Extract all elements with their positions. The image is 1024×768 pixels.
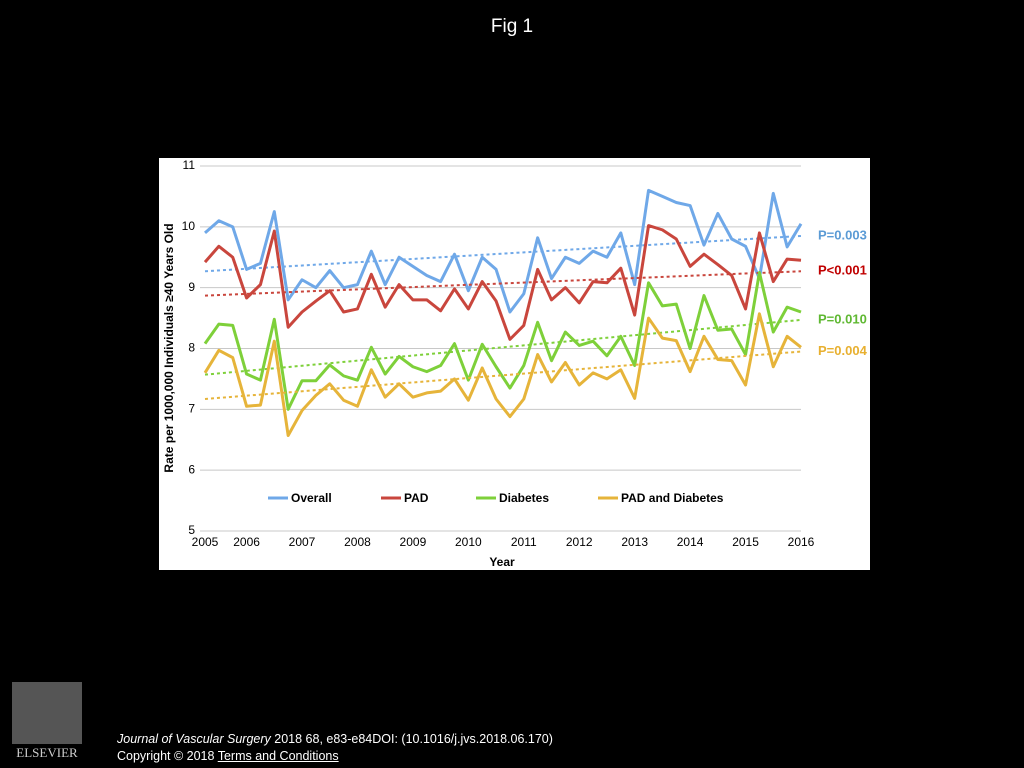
trend-line	[204, 350, 802, 400]
x-tick-label: 2010	[455, 535, 482, 549]
series-line	[203, 312, 802, 437]
p-value-label: P<0.001	[818, 263, 867, 278]
x-tick-label: 2015	[732, 535, 759, 549]
y-tick-label: 11	[183, 158, 196, 172]
x-tick-label: 2016	[788, 535, 815, 549]
copyright-line: Copyright © 2018 Terms and Conditions	[117, 748, 553, 765]
trend-line	[204, 318, 802, 376]
legend-label: PAD	[404, 491, 429, 505]
x-tick-label: 2007	[289, 535, 316, 549]
y-tick-label: 10	[182, 219, 196, 233]
x-tick-label: 2011	[511, 535, 537, 549]
y-tick-label: 6	[188, 462, 195, 476]
x-tick-label: 2012	[566, 535, 593, 549]
x-tick-label: 2009	[400, 535, 427, 549]
y-tick-label: 5	[188, 523, 195, 537]
series-line	[203, 224, 802, 341]
figure-title: Fig 1	[490, 16, 534, 37]
x-tick-label: 2008	[344, 535, 371, 549]
publisher-logo: ELSEVIER	[10, 680, 84, 760]
logo-art: ELSEVIER	[12, 682, 82, 760]
x-tick-label: 2006	[233, 535, 260, 549]
citation-text: 2018 68, e83-e84DOI: (10.1016/j.jvs.2018…	[270, 732, 553, 746]
y-tick-label: 9	[188, 280, 195, 294]
logo-text: ELSEVIER	[16, 745, 78, 760]
legend-label: Overall	[291, 491, 332, 505]
p-value-label: P=0.003	[818, 227, 867, 242]
y-axis-label: Rate per 1000,000 Individuals ≥40 Years …	[162, 223, 176, 472]
logo-tree	[12, 682, 82, 744]
footer: Journal of Vascular Surgery 2018 68, e83…	[117, 731, 553, 765]
copyright: Copyright © 2018	[117, 749, 218, 763]
y-tick-label: 7	[188, 402, 195, 416]
p-value-label: P=0.010	[818, 311, 867, 326]
legend-label: Diabetes	[499, 491, 549, 505]
x-axis-label: Year	[489, 555, 515, 569]
journal: Journal of Vascular Surgery	[117, 732, 271, 746]
p-value-label: P=0.004	[818, 343, 868, 358]
citation: Journal of Vascular Surgery 2018 68, e83…	[117, 731, 553, 748]
terms-link[interactable]: Terms and Conditions	[217, 749, 339, 763]
x-tick-label: 2013	[621, 535, 648, 549]
x-tick-label: 2005	[192, 535, 219, 549]
series-line	[203, 270, 802, 411]
y-tick-label: 8	[188, 341, 195, 355]
series-line	[204, 188, 803, 314]
legend-label: PAD and Diabetes	[621, 491, 724, 505]
x-tick-label: 2014	[677, 535, 704, 549]
